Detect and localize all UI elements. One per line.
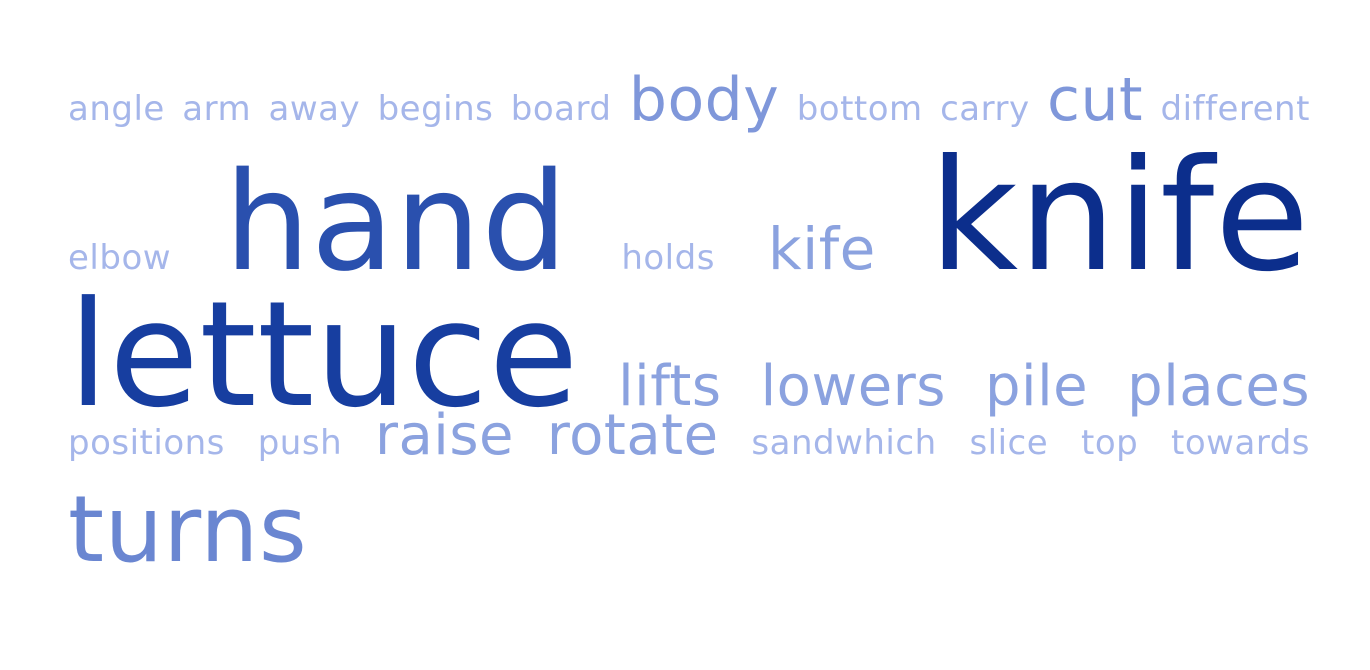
word-angle: angle [68,89,165,129]
word-lifts: lifts [618,354,722,419]
word-holds: holds [621,238,715,278]
word-arm: arm [182,89,252,129]
word-slice: slice [969,423,1049,463]
word-body: body [628,65,780,135]
word-hand: hand [224,144,569,302]
word-board: board [510,89,612,129]
word-cut: cut [1047,65,1144,135]
word-cloud: angle arm away begins board body bottom carry cu… [68,70,1310,624]
word-row-3: lettuce lifts lowers pile places [68,282,1310,428]
word-elbow: elbow [68,238,172,278]
word-places: places [1127,354,1310,419]
word-top: top [1081,423,1139,463]
word-lettuce: lettuce [68,270,580,440]
word-sandwhich: sandwhich [751,423,937,463]
word-row-4: positions push raise rotate sandwhich slice to… [68,408,1310,484]
word-turns: turns [68,476,308,583]
word-begins: begins [377,89,494,129]
word-row-2: elbow hand holds kife knife [68,140,1310,294]
word-carry: carry [940,89,1030,129]
word-away: away [268,89,361,129]
word-row-5: turns [68,484,1310,624]
word-lowers: lowers [760,354,946,419]
word-rotate: rotate [546,403,719,468]
word-knife: knife [928,127,1310,306]
word-raise: raise [374,403,514,468]
word-towards: towards [1171,423,1310,463]
word-pile: pile [984,354,1089,419]
word-push: push [257,423,343,463]
word-bottom: bottom [796,89,923,129]
word-row-1: angle arm away begins board body bottom carry cu… [68,70,1310,140]
word-different: different [1160,89,1310,129]
word-positions: positions [68,423,225,463]
word-kife: kife [768,215,876,283]
